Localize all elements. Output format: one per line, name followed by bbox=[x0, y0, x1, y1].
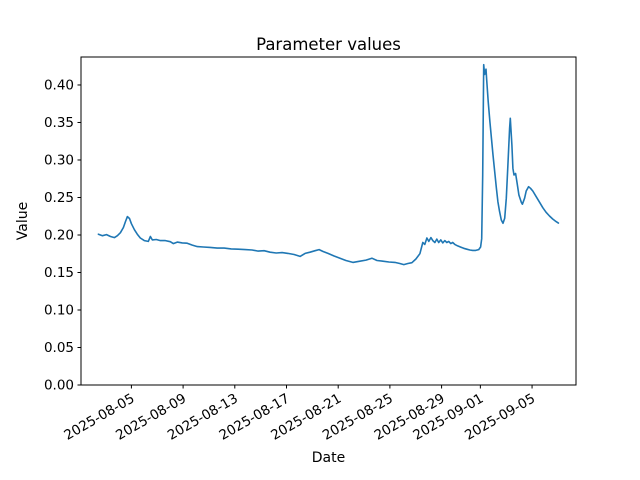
axes-group: 0.000.050.100.150.200.250.300.350.402025… bbox=[44, 56, 577, 444]
y-tick-label: 0.00 bbox=[44, 378, 74, 394]
axes-frame bbox=[80, 56, 577, 386]
y-tick-label: 0.15 bbox=[44, 265, 74, 281]
data-line bbox=[97, 63, 560, 266]
y-tick-label: 0.35 bbox=[44, 115, 74, 131]
y-tick-label: 0.05 bbox=[44, 340, 74, 356]
y-axis-label: Value bbox=[15, 202, 31, 240]
y-tick-label: 0.25 bbox=[44, 190, 74, 206]
chart-title: Parameter values bbox=[256, 35, 401, 54]
y-tick-label: 0.10 bbox=[44, 302, 74, 318]
x-axis-label: Date bbox=[312, 450, 345, 466]
y-tick-label: 0.40 bbox=[44, 77, 74, 93]
y-tick-label: 0.20 bbox=[44, 227, 74, 243]
y-tick-label: 0.30 bbox=[44, 152, 74, 168]
